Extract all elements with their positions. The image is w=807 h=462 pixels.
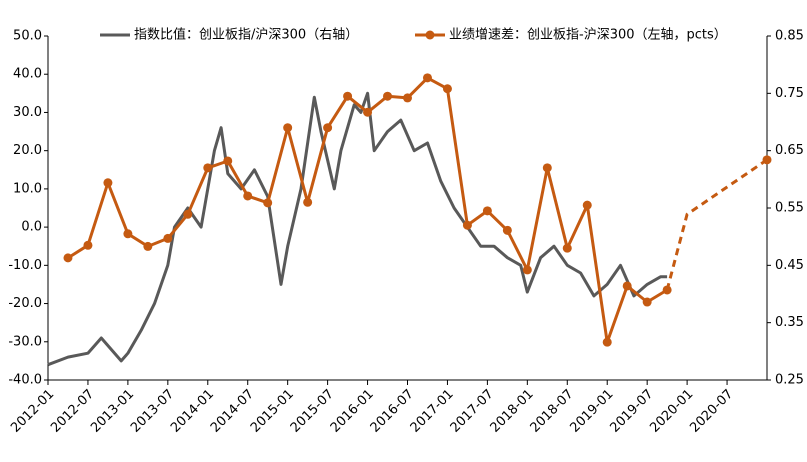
x-tick-label: 2017-01 xyxy=(408,387,457,436)
series-marker xyxy=(363,107,373,117)
series-marker xyxy=(143,241,153,251)
y-tick-label: -30.0 xyxy=(8,334,42,349)
x-tick-label: 2012-07 xyxy=(48,387,97,436)
series-marker xyxy=(283,123,293,133)
series-marker xyxy=(442,84,452,94)
y-tick-label: -20.0 xyxy=(8,296,42,311)
y-tick-label: -10.0 xyxy=(8,258,42,273)
series-marker xyxy=(303,197,313,207)
y-tick-label: 10.0 xyxy=(13,181,42,196)
series-marker xyxy=(263,198,273,208)
y2-tick-label: 0.85 xyxy=(775,29,804,44)
series-marker xyxy=(762,155,772,165)
x-tick-label: 2018-01 xyxy=(488,387,537,436)
series-marker xyxy=(83,240,93,250)
series-marker xyxy=(403,93,412,103)
y-tick-label: 30.0 xyxy=(13,105,42,120)
x-tick-label: 2014-07 xyxy=(208,387,257,436)
series-marker xyxy=(383,91,393,101)
y-tick-label: 40.0 xyxy=(13,67,42,82)
x-tick-label: 2017-07 xyxy=(448,387,497,436)
series-marker xyxy=(163,233,173,243)
y2-tick-label: 0.75 xyxy=(775,86,804,101)
series-marker xyxy=(203,163,213,173)
series-marker xyxy=(642,297,652,307)
y2-tick-label: 0.25 xyxy=(775,373,804,388)
series-marker xyxy=(482,206,492,216)
x-tick-label: 2012-01 xyxy=(8,387,57,436)
y-tick-label: 0.0 xyxy=(21,220,42,235)
y-tick-label: 50.0 xyxy=(13,29,42,44)
x-tick-label: 2020-01 xyxy=(647,387,696,436)
legend-label: 业绩增速差：创业板指-沪深300（左轴，pcts） xyxy=(449,27,727,43)
series-marker xyxy=(662,285,672,295)
series-marker xyxy=(422,73,432,83)
series-marker xyxy=(622,281,632,291)
series-marker xyxy=(343,91,353,101)
series-marker xyxy=(243,191,253,201)
series-marker xyxy=(522,265,532,275)
x-tick-label: 2018-07 xyxy=(528,387,577,436)
y2-tick-label: 0.65 xyxy=(775,143,804,158)
x-tick-label: 2016-01 xyxy=(328,387,377,436)
x-tick-label: 2019-07 xyxy=(607,387,656,436)
series-line xyxy=(67,76,668,344)
x-tick-label: 2015-01 xyxy=(248,387,297,436)
y-tick-label: -40.0 xyxy=(8,373,42,388)
series-marker xyxy=(223,156,233,166)
x-tick-label: 2015-07 xyxy=(288,387,337,436)
x-tick-label: 2019-01 xyxy=(568,387,617,436)
series-marker xyxy=(462,220,472,230)
y2-tick-label: 0.55 xyxy=(775,201,804,216)
series-marker xyxy=(183,209,193,219)
x-tick-label: 2016-07 xyxy=(368,387,417,436)
y2-tick-label: 0.35 xyxy=(775,315,804,330)
series-marker xyxy=(542,163,552,173)
series-line xyxy=(47,91,668,367)
y-tick-label: 20.0 xyxy=(13,143,42,158)
series-marker xyxy=(103,178,113,188)
x-tick-label: 2013-07 xyxy=(128,387,177,436)
legend-label: 指数比值：创业板指/沪深300（右轴） xyxy=(134,27,358,43)
x-tick-label: 2014-01 xyxy=(168,387,217,436)
series-marker xyxy=(602,337,612,347)
legend-marker xyxy=(425,30,435,40)
x-tick-label: 2020-07 xyxy=(687,387,736,436)
series-marker xyxy=(502,225,512,235)
y2-tick-label: 0.45 xyxy=(775,258,804,273)
series-marker xyxy=(582,200,592,210)
series-marker xyxy=(562,243,572,253)
x-tick-label: 2013-01 xyxy=(88,387,137,436)
series-marker xyxy=(123,229,133,239)
series-marker xyxy=(63,253,73,263)
series-marker xyxy=(323,123,333,133)
series-line-dashed xyxy=(665,158,768,291)
